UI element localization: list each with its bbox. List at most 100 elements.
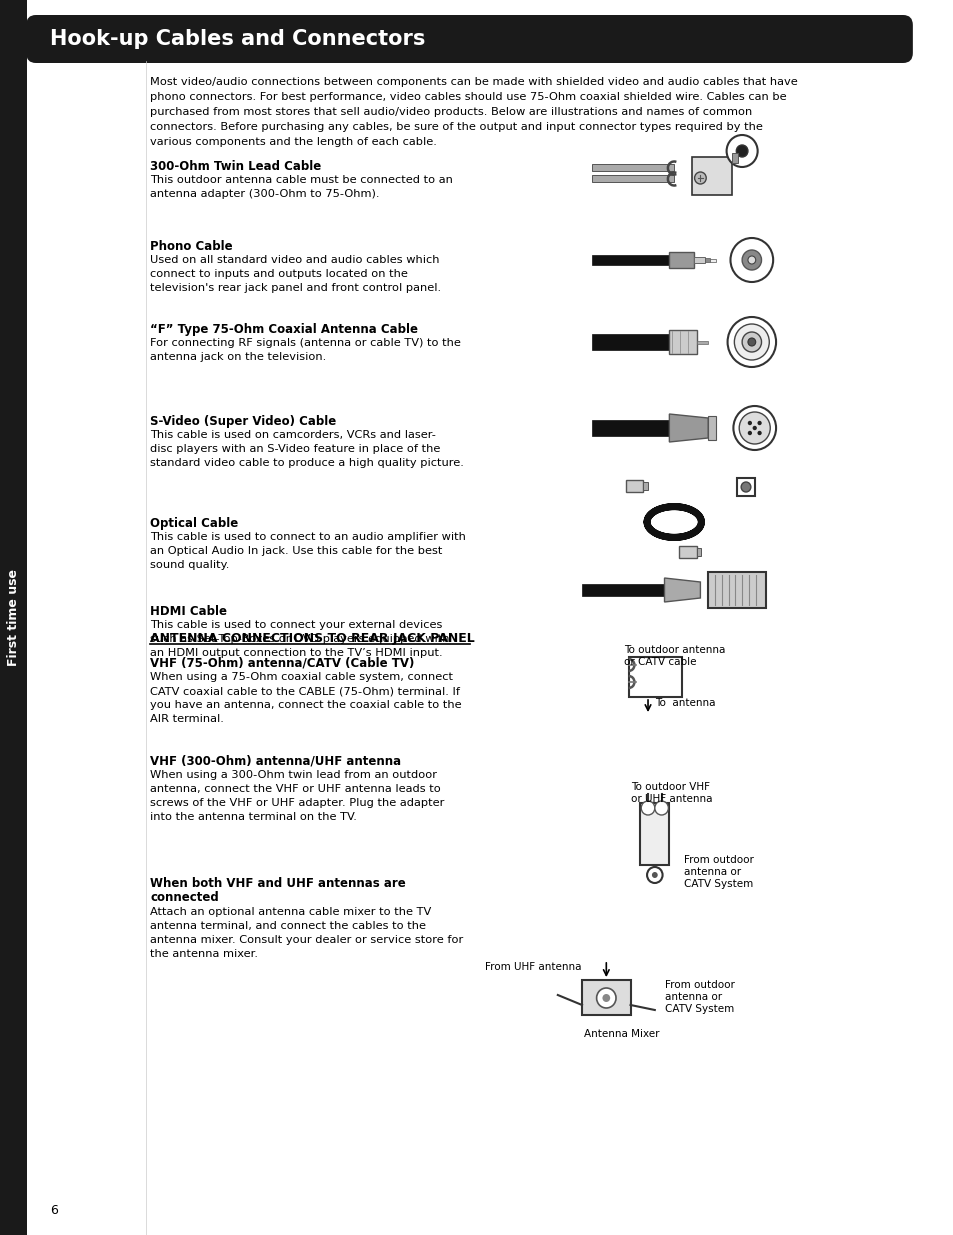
Text: into the antenna terminal on the TV.: into the antenna terminal on the TV. xyxy=(151,811,356,823)
Text: connect to inputs and outputs located on the: connect to inputs and outputs located on… xyxy=(151,269,408,279)
Bar xyxy=(591,254,669,266)
Text: screws of the VHF or UHF adapter. Plug the adapter: screws of the VHF or UHF adapter. Plug t… xyxy=(151,798,444,808)
Bar xyxy=(696,341,707,343)
Text: disc players with an S-Video feature in place of the: disc players with an S-Video feature in … xyxy=(151,445,440,454)
Bar xyxy=(709,258,715,262)
Bar xyxy=(625,480,642,492)
Text: Antenna Mixer: Antenna Mixer xyxy=(583,1029,659,1039)
Text: connected: connected xyxy=(151,890,219,904)
Text: Used on all standard video and audio cables which: Used on all standard video and audio cab… xyxy=(151,254,439,266)
Text: or UHF antenna: or UHF antenna xyxy=(630,794,711,804)
Circle shape xyxy=(727,317,776,367)
Circle shape xyxy=(730,238,772,282)
Bar xyxy=(591,420,669,436)
Text: CATV System: CATV System xyxy=(664,1004,733,1014)
Text: ANTENNA CONNECTIONS TO REAR JACK PANEL: ANTENNA CONNECTIONS TO REAR JACK PANEL xyxy=(151,632,475,645)
Text: Phono Cable: Phono Cable xyxy=(151,240,233,253)
Text: television's rear jack panel and front control panel.: television's rear jack panel and front c… xyxy=(151,283,441,293)
FancyBboxPatch shape xyxy=(0,0,27,1235)
Circle shape xyxy=(640,802,654,815)
Text: 6: 6 xyxy=(51,1204,58,1216)
Text: antenna jack on the television.: antenna jack on the television. xyxy=(151,352,326,362)
Text: To  antenna: To antenna xyxy=(654,698,715,708)
Circle shape xyxy=(651,872,657,878)
Circle shape xyxy=(757,431,760,435)
Circle shape xyxy=(739,412,769,445)
Bar xyxy=(707,572,765,608)
Circle shape xyxy=(752,426,756,430)
Text: Most video/audio connections between components can be made with shielded video : Most video/audio connections between com… xyxy=(151,77,798,86)
Circle shape xyxy=(734,324,768,359)
Bar xyxy=(581,584,664,597)
Text: This cable is used on camcorders, VCRs and laser-: This cable is used on camcorders, VCRs a… xyxy=(151,430,436,440)
Text: VHF (300-Ohm) antenna/UHF antenna: VHF (300-Ohm) antenna/UHF antenna xyxy=(151,755,401,768)
Circle shape xyxy=(694,172,705,184)
Text: phono connectors. For best performance, video cables should use 75-Ohm coaxial s: phono connectors. For best performance, … xyxy=(151,91,786,103)
Circle shape xyxy=(740,482,750,492)
Text: HDMI Cable: HDMI Cable xyxy=(151,605,227,618)
Text: standard video cable to produce a high quality picture.: standard video cable to produce a high q… xyxy=(151,458,464,468)
Circle shape xyxy=(747,338,755,346)
Text: S-Video (Super Video) Cable: S-Video (Super Video) Cable xyxy=(151,415,336,429)
Bar xyxy=(639,803,669,864)
FancyBboxPatch shape xyxy=(26,15,912,63)
Bar xyxy=(679,546,696,558)
Text: an Optical Audio In jack. Use this cable for the best: an Optical Audio In jack. Use this cable… xyxy=(151,546,442,556)
Text: To outdoor antenna: To outdoor antenna xyxy=(623,645,724,655)
Text: an HDMI output connection to the TV’s HDMI input.: an HDMI output connection to the TV’s HD… xyxy=(151,648,442,658)
Bar xyxy=(707,416,715,440)
Text: purchased from most stores that sell audio/video products. Below are illustratio: purchased from most stores that sell aud… xyxy=(151,107,752,117)
Circle shape xyxy=(741,332,760,352)
Text: This outdoor antenna cable must be connected to an: This outdoor antenna cable must be conne… xyxy=(151,175,453,185)
Circle shape xyxy=(747,256,755,264)
Bar xyxy=(669,330,696,354)
Circle shape xyxy=(601,994,610,1002)
Text: antenna mixer. Consult your dealer or service store for: antenna mixer. Consult your dealer or se… xyxy=(151,935,463,945)
Text: Hook-up Cables and Connectors: Hook-up Cables and Connectors xyxy=(51,28,425,49)
Bar xyxy=(591,175,674,182)
Text: antenna terminal, and connect the cables to the: antenna terminal, and connect the cables… xyxy=(151,921,426,931)
Text: you have an antenna, connect the coaxial cable to the: you have an antenna, connect the coaxial… xyxy=(151,700,461,710)
Circle shape xyxy=(747,431,751,435)
Circle shape xyxy=(596,988,616,1008)
Bar xyxy=(696,548,700,556)
Text: antenna adapter (300-Ohm to 75-Ohm).: antenna adapter (300-Ohm to 75-Ohm). xyxy=(151,189,379,199)
Text: antenna or: antenna or xyxy=(664,992,720,1002)
Bar xyxy=(581,981,630,1015)
Circle shape xyxy=(747,421,751,425)
Text: such as Set-Top-Boxes or DVD players equipped with: such as Set-Top-Boxes or DVD players equ… xyxy=(151,634,450,643)
Text: 300-Ohm Twin Lead Cable: 300-Ohm Twin Lead Cable xyxy=(151,161,321,173)
Bar xyxy=(732,153,738,163)
Text: various components and the length of each cable.: various components and the length of eac… xyxy=(151,137,436,147)
Text: sound quality.: sound quality. xyxy=(151,559,230,571)
Text: This cable is used to connect your external devices: This cable is used to connect your exter… xyxy=(151,620,442,630)
Text: Optical Cable: Optical Cable xyxy=(151,517,238,530)
Circle shape xyxy=(646,867,662,883)
Circle shape xyxy=(741,249,760,270)
Bar xyxy=(591,333,669,350)
Text: CATV System: CATV System xyxy=(683,879,752,889)
Bar xyxy=(693,257,704,263)
Bar xyxy=(628,657,681,697)
Circle shape xyxy=(654,802,668,815)
Polygon shape xyxy=(664,578,700,601)
Text: Attach an optional antenna cable mixer to the TV: Attach an optional antenna cable mixer t… xyxy=(151,906,431,918)
Text: When using a 75-Ohm coaxial cable system, connect: When using a 75-Ohm coaxial cable system… xyxy=(151,672,453,682)
Circle shape xyxy=(726,135,757,167)
Bar xyxy=(737,478,754,496)
Text: “F” Type 75-Ohm Coaxial Antenna Cable: “F” Type 75-Ohm Coaxial Antenna Cable xyxy=(151,324,418,336)
Text: From outdoor: From outdoor xyxy=(664,981,734,990)
Text: This cable is used to connect to an audio amplifier with: This cable is used to connect to an audi… xyxy=(151,532,466,542)
Text: connectors. Before purchasing any cables, be sure of the output and input connec: connectors. Before purchasing any cables… xyxy=(151,122,762,132)
Bar xyxy=(704,258,709,262)
Text: When both VHF and UHF antennas are: When both VHF and UHF antennas are xyxy=(151,877,406,890)
Text: From UHF antenna: From UHF antenna xyxy=(484,962,581,972)
Text: VHF (75-Ohm) antenna/CATV (Cable TV): VHF (75-Ohm) antenna/CATV (Cable TV) xyxy=(151,657,415,671)
Bar xyxy=(591,164,674,170)
Text: When using a 300-Ohm twin lead from an outdoor: When using a 300-Ohm twin lead from an o… xyxy=(151,769,436,781)
Circle shape xyxy=(733,406,776,450)
Text: CATV coaxial cable to the CABLE (75-Ohm) terminal. If: CATV coaxial cable to the CABLE (75-Ohm)… xyxy=(151,685,460,697)
Bar xyxy=(669,252,693,268)
Circle shape xyxy=(757,421,760,425)
Bar xyxy=(642,482,647,490)
